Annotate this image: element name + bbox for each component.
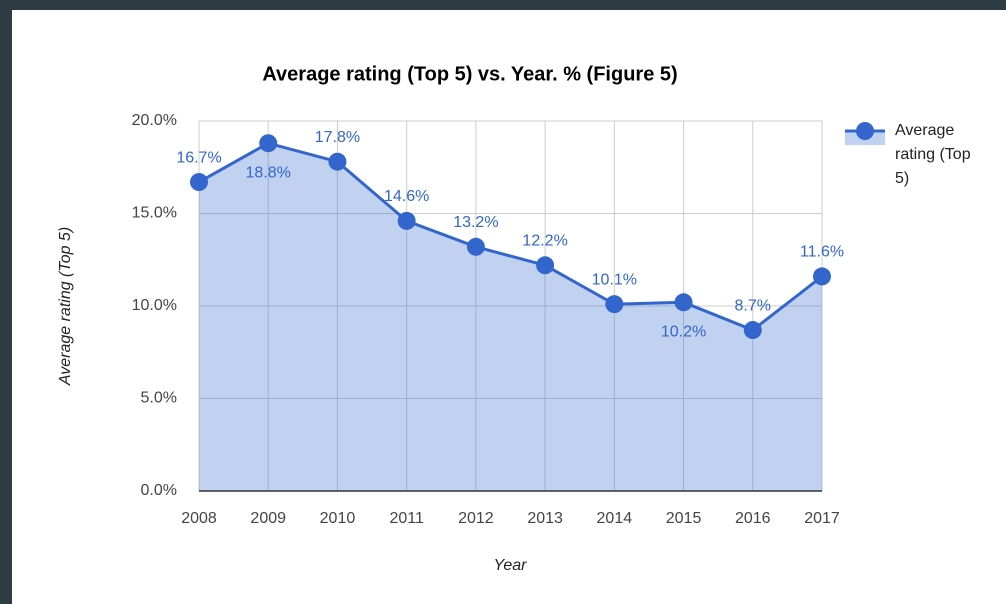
data-label: 10.1% [592,271,637,288]
data-label: 13.2% [453,214,498,231]
x-tick-label: 2015 [666,510,702,527]
y-tick-label: 15.0% [132,205,177,222]
x-tick-label: 2014 [597,510,633,527]
point [813,267,831,286]
x-tick-label: 2010 [320,510,356,527]
x-axis-label: Year [494,557,528,574]
point [397,211,416,230]
data-label: 16.7% [176,149,221,166]
x-tick-label: 2013 [527,510,563,527]
x-tick-label: 2016 [735,510,771,527]
point [743,321,762,340]
data-label: 11.6% [800,244,844,261]
data-label: 18.8% [246,164,291,181]
point [190,173,208,192]
line [198,141,823,332]
data-label: 10.2% [661,324,706,341]
point [466,237,485,256]
data-label: 14.6% [384,188,429,205]
x-tick-label: 2017 [804,510,840,527]
data-label: 12.2% [522,233,567,250]
x-tick-label: 2011 [389,510,424,527]
legend-marker [856,122,874,140]
legend-label: Average rating (Top 5) [895,122,971,187]
x-tick-label: 2009 [250,510,286,527]
y-axis-label: Average rating (Top 5) [57,227,74,386]
point [536,256,555,275]
y-tick-label: 10.0% [132,297,177,314]
x-tick-label: 2012 [458,510,494,527]
panel [12,10,1006,604]
point [674,293,693,312]
y-tick-label: 0.0% [141,482,177,499]
point [328,152,347,171]
area [199,143,822,491]
x-tick-label: 2008 [181,510,217,527]
chart-title: Average rating (Top 5) vs. Year. % (Figu… [262,63,677,85]
point [259,134,278,153]
data-label: 17.8% [315,129,360,146]
data-label: 8.7% [735,297,771,314]
y-tick-label: 20.0% [132,112,177,129]
point [605,295,624,314]
y-tick-label: 5.0% [141,390,177,407]
